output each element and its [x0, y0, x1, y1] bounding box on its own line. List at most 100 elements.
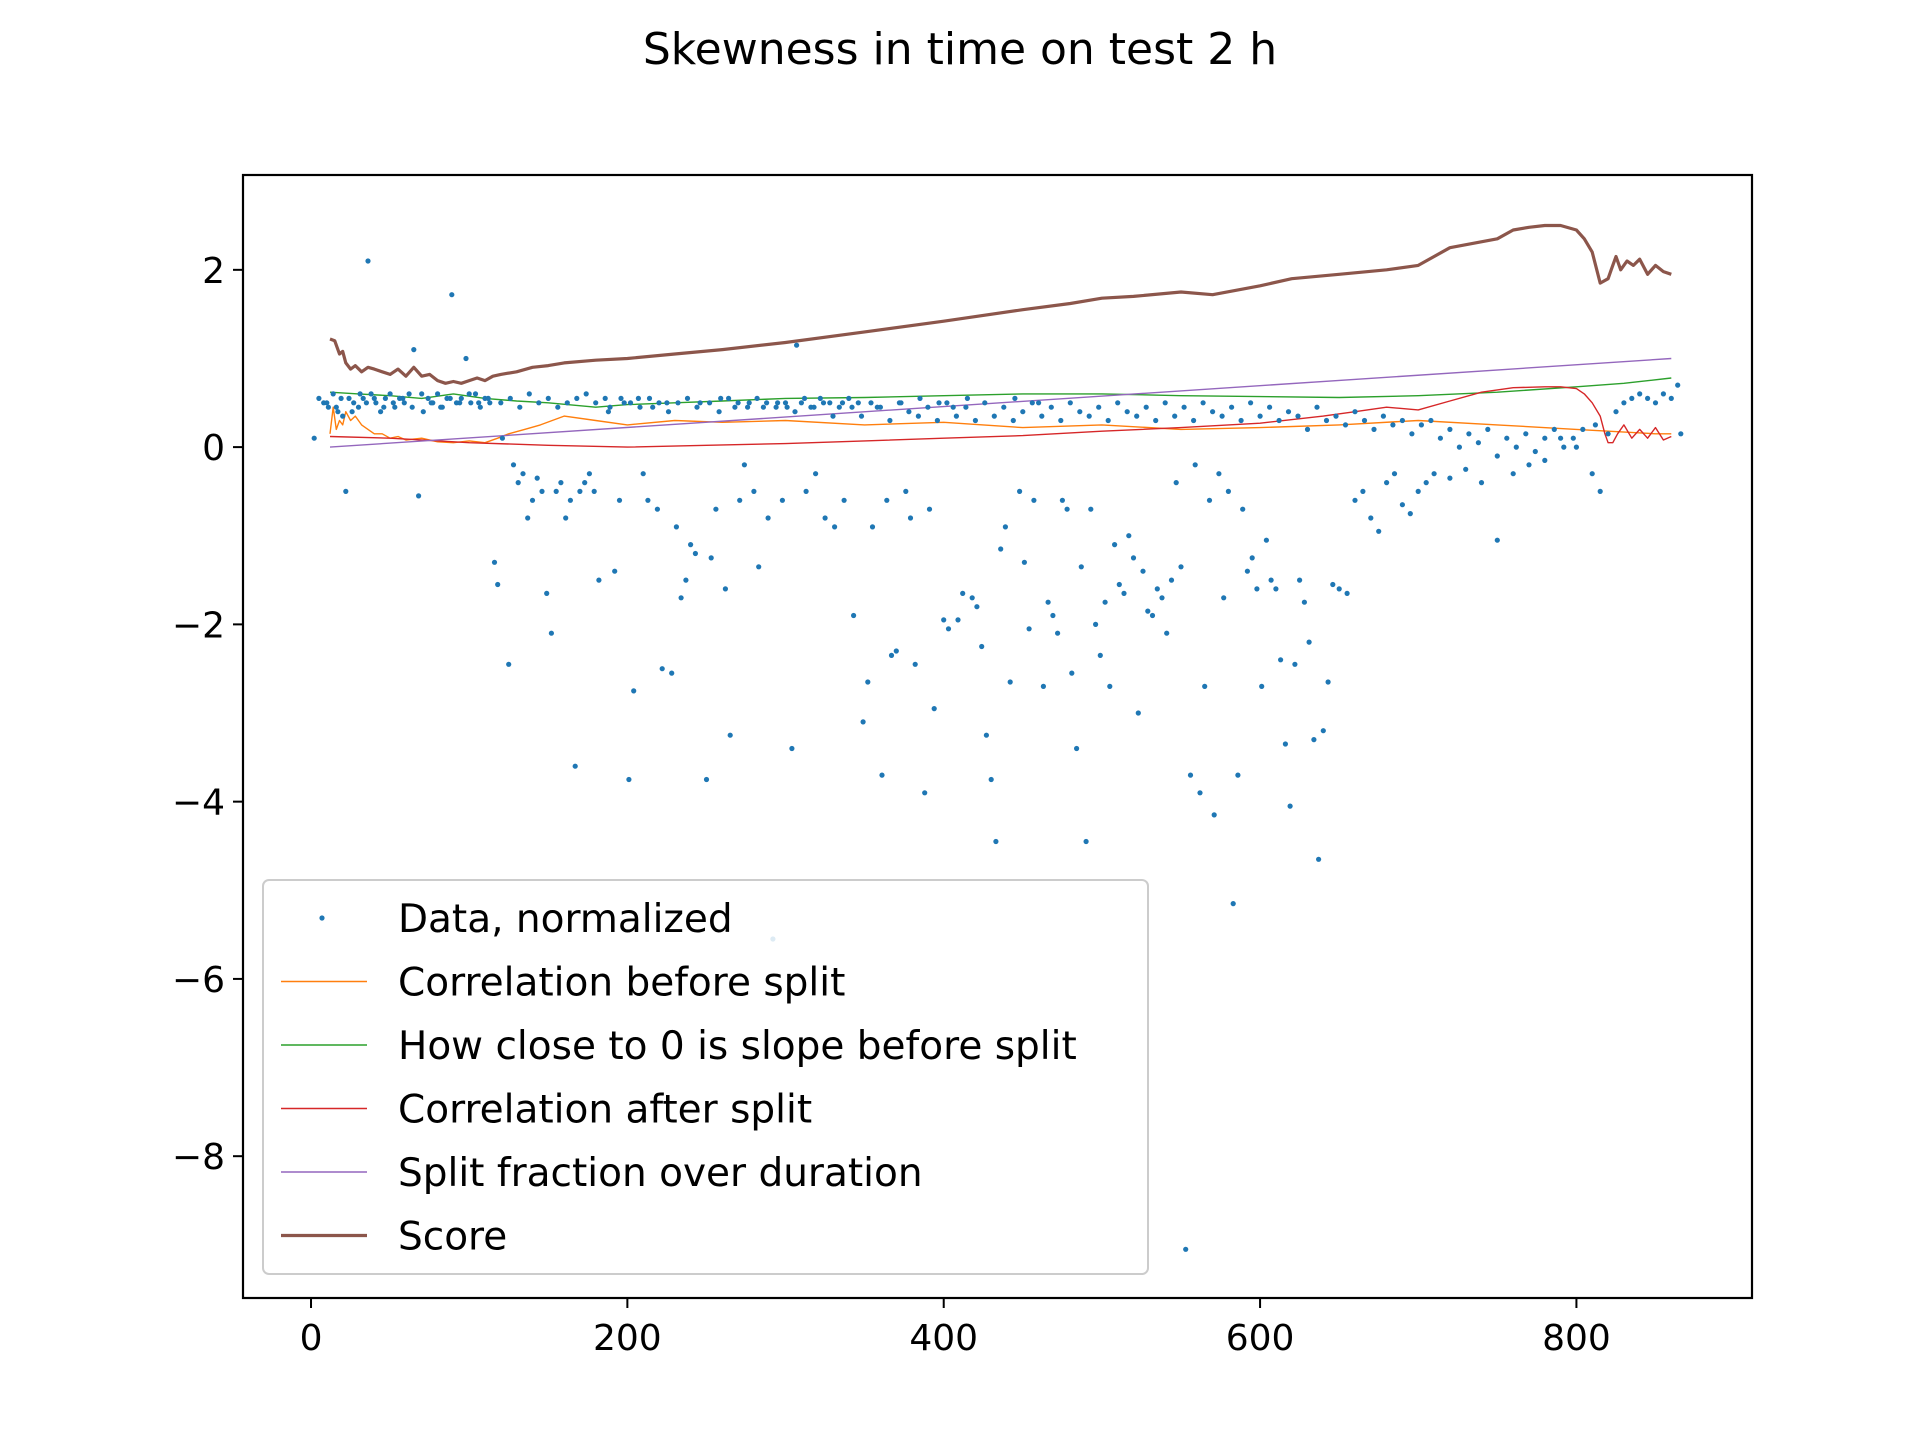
data-point — [756, 564, 762, 570]
data-point — [1297, 577, 1303, 583]
data-point — [963, 404, 969, 410]
series-line-split-fraction-over-duration — [329, 357, 1672, 448]
plot-border — [241, 173, 1754, 1300]
data-point — [732, 404, 738, 410]
data-point — [1259, 683, 1265, 690]
data-point — [1197, 790, 1203, 796]
data-point — [618, 395, 624, 401]
data-point — [472, 391, 479, 397]
data-point — [368, 391, 374, 397]
data-point — [1316, 856, 1322, 862]
data-point — [563, 515, 569, 521]
data-point — [1390, 422, 1396, 428]
data-point — [1010, 417, 1016, 424]
data-point — [1621, 400, 1627, 406]
data-point — [692, 550, 699, 557]
data-point — [357, 391, 363, 397]
data-point — [382, 395, 388, 401]
data-point — [495, 581, 501, 588]
data-point — [1431, 471, 1437, 477]
data-point — [1012, 395, 1018, 401]
data-point — [983, 732, 990, 738]
data-point — [673, 524, 680, 530]
data-point — [1102, 599, 1108, 605]
data-point — [664, 400, 670, 406]
data-point — [468, 400, 474, 406]
data-point — [1342, 422, 1349, 428]
data-point — [741, 462, 748, 468]
data-point — [645, 497, 651, 503]
data-point — [340, 413, 346, 419]
data-point — [1064, 506, 1070, 512]
data-point — [1478, 480, 1485, 486]
data-point — [457, 400, 463, 406]
data-point — [1017, 488, 1023, 494]
data-point — [960, 590, 966, 597]
series-line-how-close-to-0-is-slope-before-split — [329, 377, 1672, 408]
data-point — [1202, 683, 1208, 690]
data-point — [820, 400, 827, 406]
data-point — [926, 506, 933, 512]
data-point — [333, 404, 339, 410]
data-point — [832, 524, 838, 530]
data-point — [1235, 772, 1241, 778]
data-point — [855, 400, 861, 406]
data-point — [1135, 710, 1141, 716]
data-point — [1192, 462, 1198, 468]
data-point — [751, 488, 757, 494]
data-point — [1112, 542, 1118, 548]
legend-label: Split fraction over duration — [398, 1151, 923, 1196]
data-point — [1225, 488, 1231, 494]
data-point — [1306, 639, 1312, 645]
data-point — [884, 497, 890, 503]
data-point — [1409, 431, 1415, 437]
x-tick-label: 0 — [300, 1318, 323, 1359]
data-point — [665, 409, 672, 415]
data-point — [849, 404, 855, 410]
data-point — [1360, 488, 1366, 494]
data-point — [1007, 679, 1013, 685]
data-point — [1244, 568, 1250, 574]
data-point — [1418, 422, 1424, 428]
data-point — [912, 661, 918, 667]
data-point — [346, 395, 352, 401]
data-point — [1134, 413, 1140, 419]
data-point — [631, 688, 637, 694]
data-point — [707, 400, 713, 406]
data-point — [487, 400, 493, 406]
data-point — [1652, 400, 1659, 406]
data-point — [1570, 435, 1576, 441]
data-point — [675, 400, 681, 406]
data-point — [1230, 901, 1236, 907]
data-point — [1447, 475, 1453, 481]
data-point — [726, 395, 732, 401]
data-point — [1126, 533, 1132, 539]
data-point — [602, 395, 608, 401]
data-point — [1105, 417, 1111, 424]
data-point — [1292, 661, 1298, 667]
series-line-score — [329, 223, 1672, 385]
data-point — [1263, 537, 1269, 543]
data-point — [782, 400, 789, 406]
data-point — [1067, 400, 1073, 406]
y-tick-label: −4 — [172, 783, 225, 824]
data-point — [1333, 413, 1339, 419]
data-point — [1558, 435, 1564, 441]
data-point — [525, 515, 531, 521]
data-point — [1221, 595, 1227, 601]
data-point — [1605, 431, 1611, 437]
data-point — [1273, 586, 1279, 592]
x-tick-label: 600 — [1226, 1318, 1295, 1359]
data-point — [1494, 537, 1500, 543]
data-point — [476, 400, 482, 406]
data-point — [1181, 404, 1187, 410]
data-point — [1001, 404, 1007, 410]
data-point — [654, 506, 661, 512]
data-point — [1423, 480, 1429, 486]
data-point — [390, 400, 396, 406]
data-point — [1463, 466, 1469, 472]
data-point — [708, 555, 714, 561]
data-point — [520, 471, 526, 477]
data-point — [517, 404, 523, 410]
data-point — [428, 400, 434, 406]
